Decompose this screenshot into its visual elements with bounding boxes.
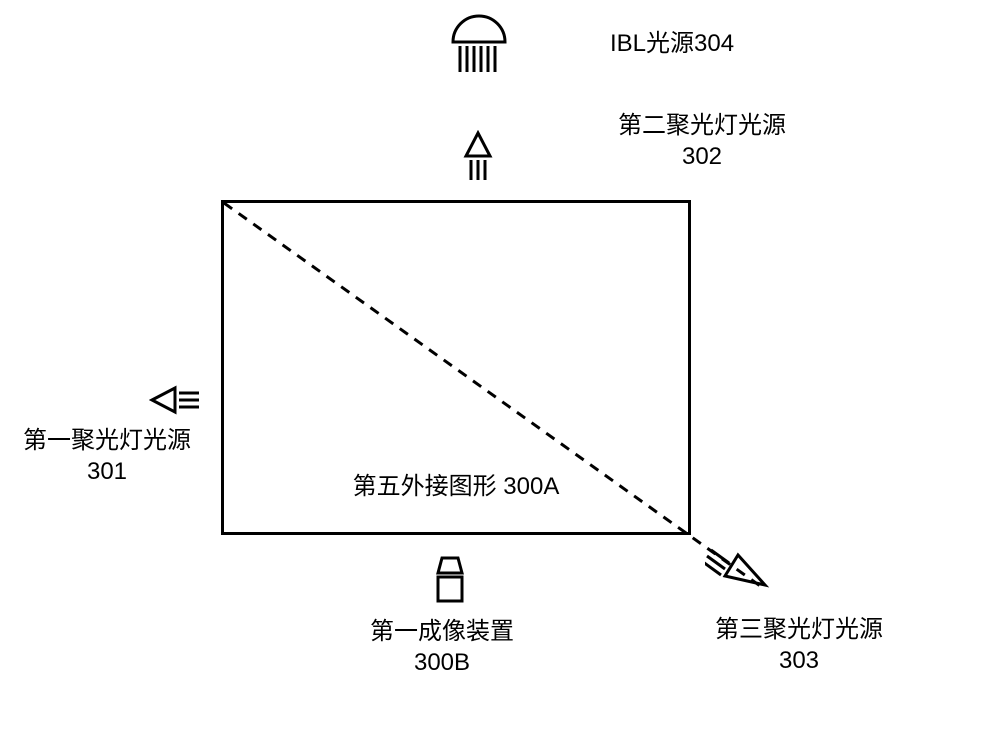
spotlight-top-label-line1: 第二聚光灯光源 bbox=[618, 112, 786, 139]
box-label: 第五外接图形 300A bbox=[353, 471, 560, 502]
spotlight-top-icon bbox=[460, 130, 496, 185]
camera-label: 第一成像装置 300B bbox=[370, 616, 514, 678]
camera-icon bbox=[430, 555, 470, 605]
spotlight-diag-label-line2: 303 bbox=[715, 645, 883, 676]
box-label-line1: 第五外接图形 bbox=[353, 473, 497, 500]
spotlight-diag-label-line1: 第三聚光灯光源 bbox=[715, 616, 883, 643]
spotlight-diag-label: 第三聚光灯光源 303 bbox=[715, 614, 883, 676]
spotlight-top-label: 第二聚光灯光源 302 bbox=[618, 110, 786, 172]
bounding-box: 第五外接图形 300A bbox=[221, 200, 691, 535]
spotlight-left-label-line2: 301 bbox=[23, 456, 191, 487]
spotlight-left-label: 第一聚光灯光源 301 bbox=[23, 425, 191, 487]
ibl-light-icon bbox=[443, 12, 515, 76]
spotlight-left-icon bbox=[149, 382, 204, 418]
spotlight-top-label-line2: 302 bbox=[618, 141, 786, 172]
ibl-label-text: IBL光源304 bbox=[610, 30, 734, 57]
ibl-label: IBL光源304 bbox=[610, 28, 734, 59]
spotlight-left-label-line1: 第一聚光灯光源 bbox=[23, 427, 191, 454]
box-label-line2: 300A bbox=[503, 473, 559, 500]
spotlight-diag-icon bbox=[705, 545, 785, 603]
camera-label-line2: 300B bbox=[370, 647, 514, 678]
camera-label-line1: 第一成像装置 bbox=[370, 618, 514, 645]
